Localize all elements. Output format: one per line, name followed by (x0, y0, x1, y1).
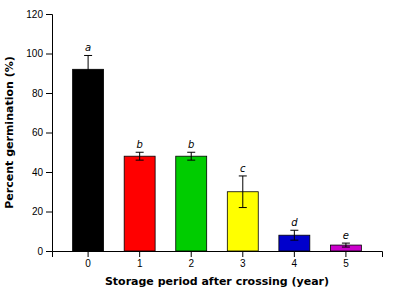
error-bar-cap (239, 175, 247, 176)
y-tick-mark (46, 133, 52, 134)
x-tick: 0 (85, 251, 91, 269)
error-bar-cap (239, 207, 247, 208)
y-tick: 20 (32, 206, 52, 217)
y-tick-mark (46, 212, 52, 213)
y-tick-mark (46, 14, 52, 15)
y-tick-label: 0 (37, 246, 43, 257)
x-tick-mark (242, 251, 243, 257)
y-axis-title: Percent germination (%) (3, 56, 16, 208)
x-tick: 4 (292, 251, 298, 269)
y-tick-label: 40 (32, 167, 44, 178)
x-tick-label: 1 (137, 258, 143, 269)
error-bar-cap (187, 160, 195, 161)
y-tick-mark (46, 93, 52, 94)
annotations: a b b c d e (85, 42, 349, 241)
error-bar-line (294, 230, 295, 240)
x-axis-title: Storage period after crossing (year) (105, 275, 329, 288)
error-bar-cap (187, 152, 195, 153)
plot: 0 20 40 60 80 100 120 0 1 2 3 4 5 a b b c d e (26, 9, 382, 269)
y-tick: 100 (26, 48, 52, 59)
annotation: a (85, 42, 91, 53)
x-tick: 3 (240, 251, 246, 269)
error-bar-cap (136, 160, 144, 161)
error-bar (290, 230, 298, 240)
x-tick-label: 2 (188, 258, 194, 269)
x-tick-label: 3 (240, 258, 246, 269)
x-tick-mark (294, 251, 295, 257)
x-axis: 0 1 2 3 4 5 (53, 251, 383, 269)
y-tick-label: 120 (26, 9, 43, 20)
error-bar-line (242, 176, 243, 208)
x-tick-label: 4 (292, 258, 298, 269)
y-tick: 60 (32, 127, 52, 138)
y-axis-line (46, 15, 53, 252)
y-tick-label: 100 (26, 48, 43, 59)
annotation: b (136, 139, 142, 150)
x-tick-mark (345, 251, 346, 257)
chart: 0 20 40 60 80 100 120 0 1 2 3 4 5 a b b c d e Storage perio… (0, 0, 396, 293)
bar (176, 156, 207, 251)
y-tick-mark (46, 54, 52, 55)
annotation: c (240, 163, 246, 174)
error-bar (239, 176, 247, 208)
bar (73, 69, 104, 251)
y-tick-mark (46, 172, 52, 173)
error-bar-cap (290, 230, 298, 231)
error-bar-cap (290, 240, 298, 241)
x-tick-mark (139, 251, 140, 257)
x-tick: 2 (188, 251, 194, 269)
y-axis: 0 20 40 60 80 100 120 (26, 9, 52, 257)
error-bar-cap (84, 83, 92, 84)
y-tick-mark (46, 251, 52, 252)
x-tick-mark (191, 251, 192, 257)
annotation: b (188, 139, 194, 150)
y-tick-label: 60 (32, 127, 44, 138)
x-tick-mark (88, 251, 89, 257)
error-bar (84, 55, 92, 83)
error-bar (136, 152, 144, 160)
error-bar-line (191, 152, 192, 160)
y-tick: 0 (37, 246, 52, 257)
y-tick-label: 80 (32, 88, 44, 99)
x-tick-label: 0 (85, 258, 91, 269)
annotation: d (291, 217, 298, 228)
error-bar-line (345, 243, 346, 247)
error-bar-line (88, 55, 89, 83)
annotation: e (343, 230, 349, 241)
x-tick: 1 (137, 251, 143, 269)
error-bar (187, 152, 195, 160)
bar (124, 156, 155, 251)
x-tick-label: 5 (343, 258, 349, 269)
error-bar (342, 243, 350, 247)
bars (73, 55, 362, 251)
y-tick-label: 20 (32, 206, 44, 217)
error-bar-cap (342, 247, 350, 248)
y-tick: 40 (32, 167, 52, 178)
x-axis-line (53, 252, 383, 258)
y-tick: 120 (26, 9, 52, 20)
x-tick: 5 (343, 251, 349, 269)
error-bar-cap (136, 152, 144, 153)
error-bar-cap (342, 243, 350, 244)
error-bar-line (139, 152, 140, 160)
error-bar-cap (84, 55, 92, 56)
y-tick: 80 (32, 88, 52, 99)
